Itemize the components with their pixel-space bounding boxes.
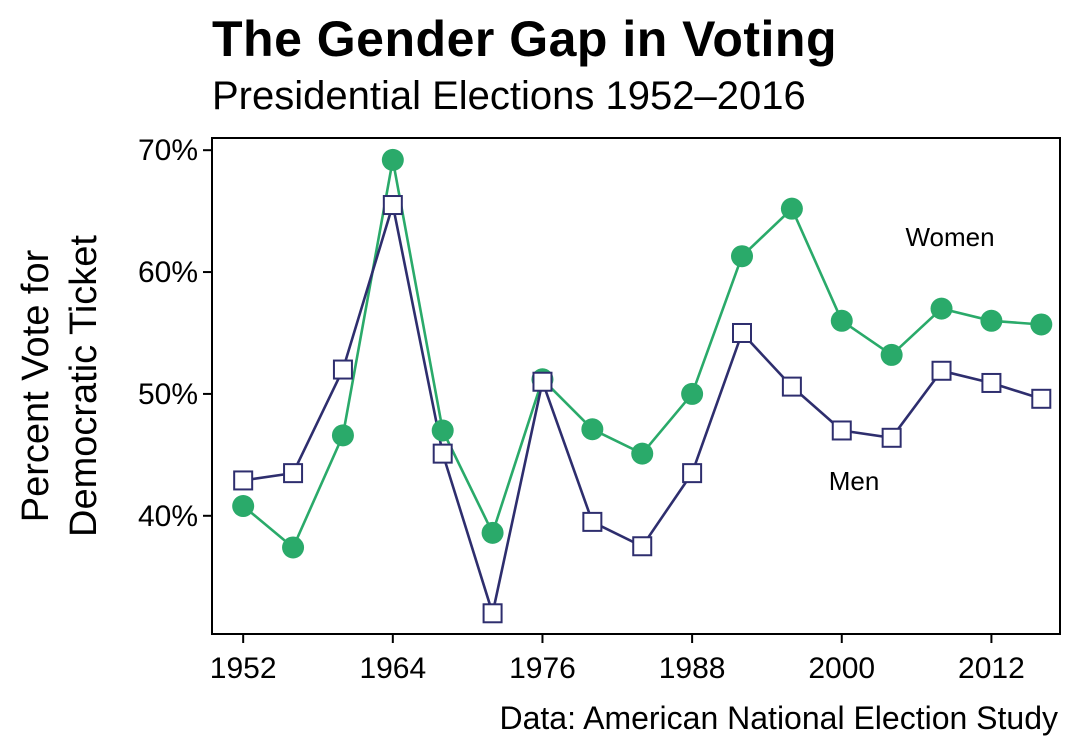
data-point-women bbox=[830, 309, 853, 332]
data-point-men bbox=[881, 427, 902, 448]
data-point-men bbox=[233, 470, 254, 491]
data-point-men bbox=[382, 195, 403, 216]
x-tick-label: 2000 bbox=[808, 652, 875, 685]
x-tick-label: 2012 bbox=[958, 652, 1025, 685]
data-point-men bbox=[682, 463, 703, 484]
data-point-men bbox=[482, 603, 503, 624]
chart-subtitle: Presidential Elections 1952–2016 bbox=[212, 74, 806, 118]
data-point-women bbox=[780, 197, 803, 220]
data-point-women bbox=[481, 521, 504, 544]
data-point-men bbox=[831, 420, 852, 441]
data-point-women bbox=[282, 536, 305, 559]
data-point-women bbox=[731, 245, 753, 268]
series-line-women bbox=[242, 158, 1042, 549]
data-point-women bbox=[681, 382, 704, 405]
y-tick-label: 70% bbox=[138, 134, 198, 167]
data-point-women bbox=[331, 424, 354, 447]
data-point-women bbox=[431, 419, 454, 442]
data-point-men bbox=[283, 463, 304, 484]
axes: 40% 50% 60% 70% 1952 1964 1976 1988 2000 2012 bbox=[138, 134, 1025, 685]
x-tick-label: 1952 bbox=[210, 652, 277, 685]
data-point-women bbox=[980, 309, 1003, 332]
y-tick-label: 50% bbox=[138, 378, 198, 411]
series-label-men: Men bbox=[829, 466, 880, 496]
plot-frame bbox=[211, 137, 1061, 635]
series-label-women: Women bbox=[905, 222, 994, 252]
y-axis-title-line-1: Percent Vote for bbox=[15, 249, 57, 522]
data-point-men bbox=[981, 372, 1002, 393]
data-point-women bbox=[631, 442, 654, 465]
series-markers bbox=[232, 148, 1053, 624]
data-point-women bbox=[1030, 313, 1053, 336]
y-tick-label: 40% bbox=[138, 500, 198, 533]
x-tick-label: 1988 bbox=[659, 652, 726, 685]
data-point-men bbox=[432, 443, 453, 464]
y-axis-title-line-2: Democratic Ticket bbox=[63, 235, 105, 537]
data-point-women bbox=[880, 343, 903, 366]
y-tick-label: 60% bbox=[138, 256, 198, 289]
data-point-men bbox=[931, 360, 952, 381]
data-point-women bbox=[381, 148, 404, 171]
data-point-men bbox=[1031, 388, 1052, 409]
x-tick-label: 1976 bbox=[509, 652, 576, 685]
data-point-women bbox=[930, 297, 953, 320]
data-point-women bbox=[232, 495, 255, 518]
data-point-men bbox=[582, 511, 603, 532]
chart-title: The Gender Gap in Voting bbox=[212, 11, 837, 67]
data-point-men bbox=[732, 322, 752, 343]
data-point-men bbox=[532, 371, 553, 392]
x-tick-label: 1964 bbox=[359, 652, 426, 685]
data-point-men bbox=[781, 376, 802, 397]
data-point-men bbox=[332, 359, 353, 380]
data-point-men bbox=[632, 536, 653, 557]
data-point-women bbox=[581, 418, 604, 441]
data-source-caption: Data: American National Election Study bbox=[499, 700, 1058, 736]
